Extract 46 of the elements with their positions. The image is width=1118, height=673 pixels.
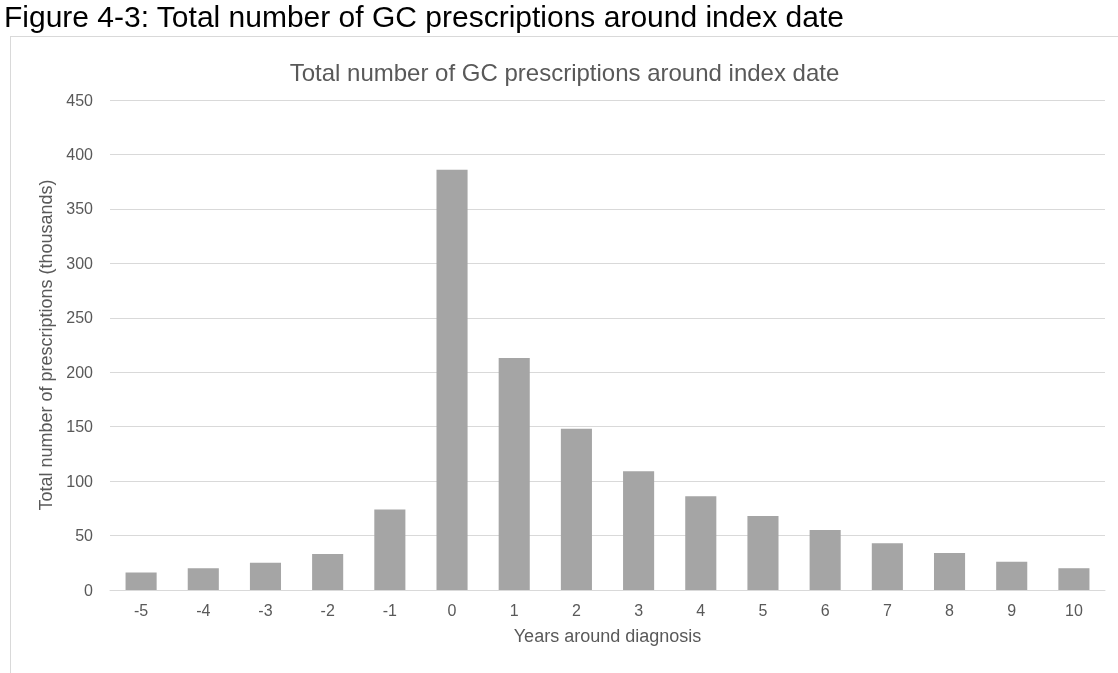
x-tick-label: 10: [1065, 601, 1083, 619]
bar: [996, 561, 1028, 590]
bar: [125, 572, 157, 590]
x-tick-label: -4: [196, 601, 211, 619]
x-tick-label: 9: [1007, 601, 1017, 619]
y-tick-label: 400: [66, 145, 94, 163]
x-tick-label: 2: [571, 601, 581, 619]
bar: [249, 562, 282, 590]
caption: Figure 4-3: Total number of GC prescriptions around index date: [4, 0, 844, 34]
y-tick-label: 50: [75, 527, 94, 545]
y-tick-label: 0: [84, 581, 94, 599]
bar: [623, 471, 655, 590]
x-tick-label: -3: [258, 601, 273, 619]
x-tick-label: -2: [320, 601, 335, 619]
x-tick-label: 0: [447, 601, 457, 619]
x-tick-label: 4: [696, 601, 706, 619]
chart-title: Total number of GC prescriptions around index date: [289, 58, 840, 86]
bar: [560, 428, 592, 590]
y-tick-label: 350: [66, 200, 94, 218]
y-tick-label: 150: [66, 418, 94, 436]
x-axis-title: Years around diagnosis: [513, 626, 702, 646]
x-tick-label: 6: [820, 601, 830, 619]
bar: [374, 509, 406, 590]
x-tick-label: 1: [509, 601, 519, 619]
bar: [933, 552, 966, 590]
bar: [1058, 568, 1090, 590]
x-tick-label: -1: [382, 601, 398, 619]
y-tick-label: 250: [66, 309, 94, 327]
y-tick-label: 100: [66, 472, 94, 490]
y-tick-label: 300: [66, 254, 94, 272]
bar: [747, 515, 779, 590]
x-tick-label: 8: [945, 601, 955, 619]
x-tick-label: -5: [133, 601, 149, 619]
bar: [312, 554, 344, 590]
y-tick-label: 200: [66, 363, 94, 381]
x-tick-label: 7: [882, 601, 892, 619]
bar: [436, 169, 468, 590]
x-tick-label: 3: [634, 601, 644, 619]
bar: [809, 530, 841, 590]
x-tick-label: 5: [758, 601, 768, 619]
bar: [871, 543, 903, 590]
y-tick-label: 450: [66, 91, 94, 109]
bar: [498, 358, 530, 590]
y-axis-title: Total number of prescriptions (thousands): [36, 179, 57, 511]
bar: [685, 496, 717, 590]
bar: [187, 568, 219, 590]
